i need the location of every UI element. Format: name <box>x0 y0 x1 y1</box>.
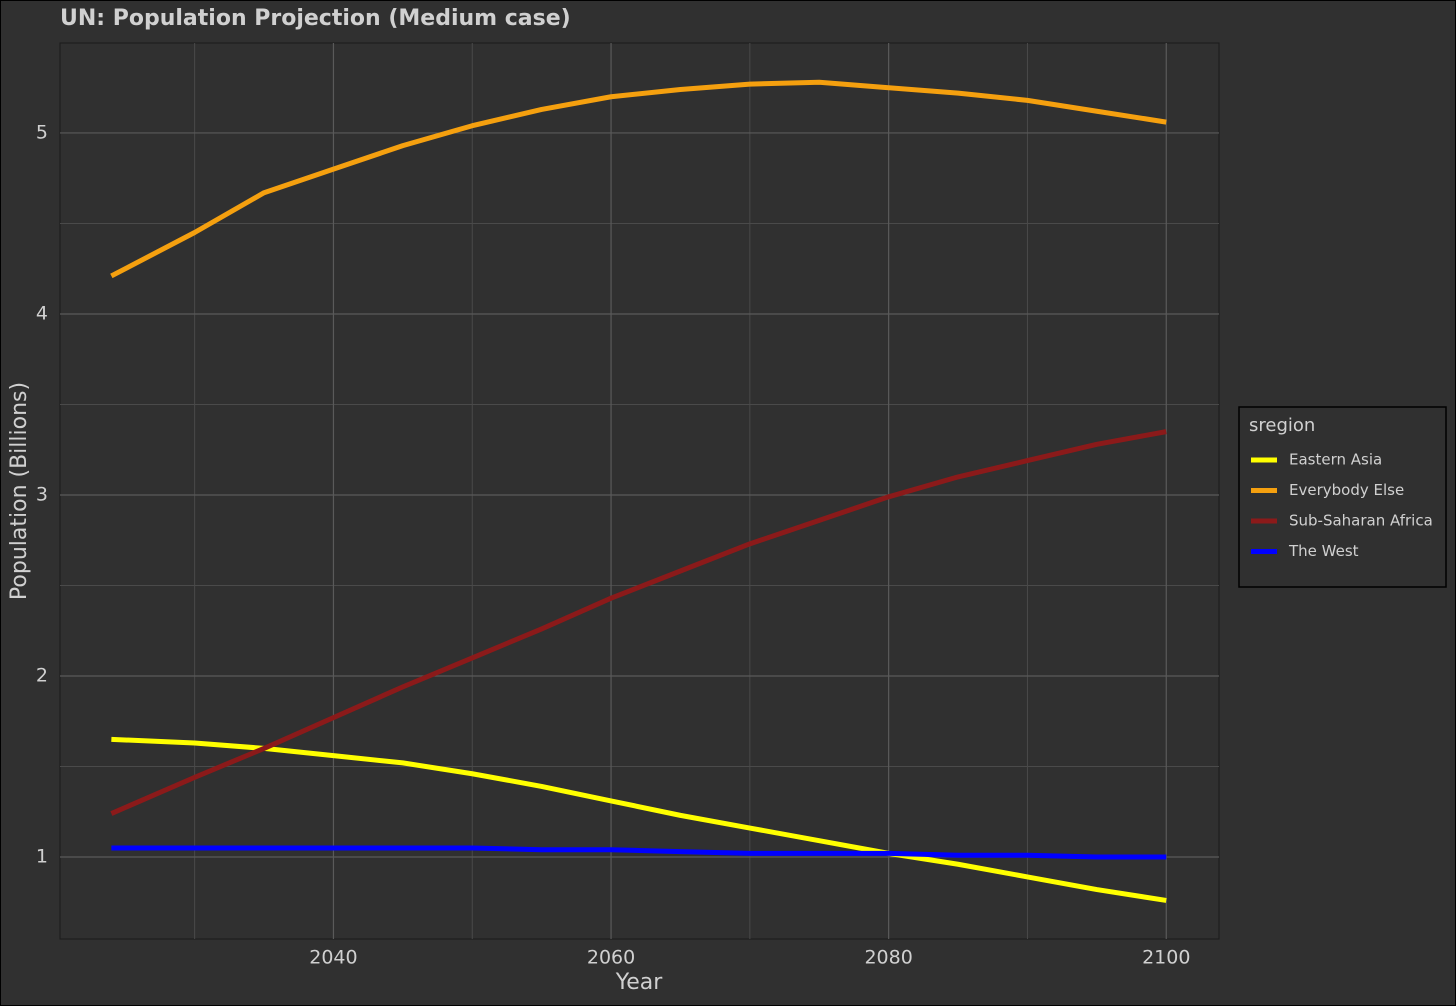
legend-label: Eastern Asia <box>1289 451 1382 469</box>
legend-label: Sub-Saharan Africa <box>1289 512 1433 530</box>
x-tick-label: 2080 <box>864 947 912 969</box>
y-tick-label: 2 <box>36 664 48 686</box>
series-line <box>110 79 1167 279</box>
x-tick-label: 2040 <box>309 947 357 969</box>
legend-title: sregion <box>1249 415 1315 436</box>
y-tick-label: 3 <box>36 483 48 505</box>
x-tick-label: 2100 <box>1142 947 1190 969</box>
plot-area <box>59 42 1220 940</box>
series-line <box>111 736 1167 903</box>
legend-label: Everybody Else <box>1289 481 1404 499</box>
series-line <box>110 429 1167 816</box>
legend-label: The West <box>1288 542 1359 560</box>
series-line <box>111 845 1167 860</box>
y-axis-label: Population (Billions) <box>7 382 32 600</box>
y-tick-label: 1 <box>36 846 48 868</box>
x-tick-label: 2060 <box>587 947 635 969</box>
legend: sregion Eastern Asia Everybody Else Sub-Sah… <box>1238 406 1447 588</box>
y-tick-label: 5 <box>36 121 48 143</box>
y-tick-label: 4 <box>36 302 48 324</box>
x-axis-label: Year <box>615 970 664 995</box>
chart-title: UN: Population Projection (Medium case) <box>60 6 571 31</box>
legend-box <box>1238 406 1447 588</box>
